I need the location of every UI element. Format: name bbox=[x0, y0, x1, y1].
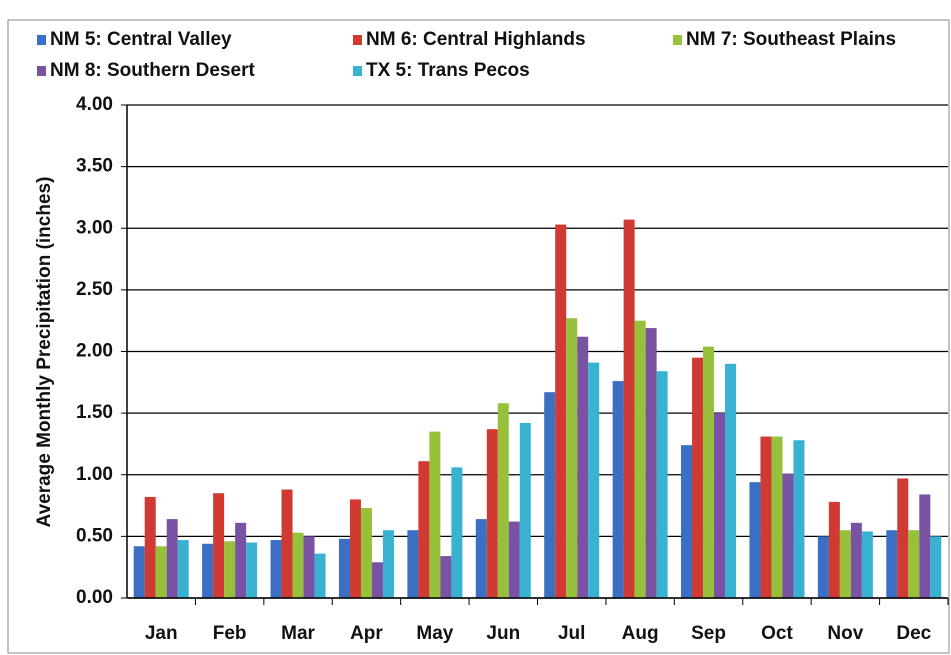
bar bbox=[725, 363, 737, 598]
legend-swatch bbox=[673, 35, 682, 45]
bar bbox=[839, 530, 851, 598]
bar bbox=[681, 445, 693, 598]
bar bbox=[817, 536, 829, 598]
bar bbox=[588, 362, 600, 598]
bar bbox=[897, 478, 909, 598]
legend-label: TX 5: Trans Pecos bbox=[366, 60, 530, 81]
bar bbox=[281, 489, 293, 598]
bar bbox=[475, 519, 487, 598]
y-tick-label: 4.00 bbox=[76, 94, 113, 115]
x-tick-label: Aug bbox=[622, 623, 659, 644]
legend-swatch bbox=[37, 35, 46, 45]
bar bbox=[566, 318, 578, 598]
y-tick-label: 3.00 bbox=[76, 217, 113, 238]
bar bbox=[623, 219, 635, 598]
bar bbox=[828, 501, 840, 598]
bar bbox=[760, 436, 772, 598]
bar bbox=[338, 538, 350, 598]
x-tick-label: Feb bbox=[213, 623, 247, 644]
bar bbox=[224, 541, 236, 598]
legend-swatch bbox=[353, 66, 362, 76]
x-tick-label: Apr bbox=[350, 623, 383, 644]
bar bbox=[314, 553, 326, 598]
bar bbox=[440, 556, 452, 598]
bar bbox=[133, 546, 145, 598]
bar bbox=[703, 346, 715, 598]
bar bbox=[497, 403, 509, 598]
bar bbox=[486, 429, 498, 598]
bar bbox=[656, 371, 668, 598]
bar bbox=[213, 493, 225, 598]
bar bbox=[645, 328, 657, 598]
bar bbox=[349, 499, 361, 598]
y-tick-label: 0.50 bbox=[76, 525, 113, 546]
x-tick-label: Jul bbox=[558, 623, 585, 644]
x-tick-label: Oct bbox=[761, 623, 793, 644]
bar bbox=[886, 530, 898, 598]
bar bbox=[166, 519, 178, 598]
bar bbox=[919, 494, 931, 598]
bar bbox=[544, 392, 556, 598]
bar bbox=[771, 436, 783, 598]
bar bbox=[908, 530, 920, 598]
bar bbox=[246, 542, 258, 598]
bar bbox=[371, 562, 383, 598]
bar bbox=[292, 532, 304, 598]
y-tick-label: 3.50 bbox=[76, 156, 113, 177]
bar bbox=[612, 381, 624, 598]
x-tick-label: Nov bbox=[827, 623, 863, 644]
bar bbox=[418, 461, 430, 598]
x-tick-label: Jun bbox=[486, 623, 520, 644]
bar bbox=[303, 536, 315, 598]
bar bbox=[555, 224, 567, 599]
bar bbox=[634, 320, 646, 598]
y-tick-label: 2.50 bbox=[76, 279, 113, 300]
bar bbox=[202, 543, 214, 598]
x-tick-label: Dec bbox=[896, 623, 931, 644]
y-tick-label: 1.00 bbox=[76, 464, 113, 485]
bar bbox=[508, 521, 520, 598]
legend-swatch bbox=[353, 35, 362, 45]
x-tick-label: May bbox=[416, 623, 453, 644]
bar bbox=[782, 473, 794, 598]
bar bbox=[692, 357, 704, 598]
bar bbox=[429, 431, 441, 598]
y-axis-label: Average Monthly Precipitation (inches) bbox=[34, 177, 55, 528]
x-tick-label: Sep bbox=[691, 623, 726, 644]
bar bbox=[360, 508, 372, 598]
y-tick-label: 2.00 bbox=[76, 341, 113, 362]
x-tick-label: Jan bbox=[145, 623, 178, 644]
legend-label: NM 5: Central Valley bbox=[50, 29, 232, 50]
legend-label: NM 7: Southeast Plains bbox=[686, 29, 896, 50]
legend-swatch bbox=[37, 66, 46, 76]
bar bbox=[861, 531, 873, 598]
bar bbox=[930, 536, 942, 598]
bar bbox=[793, 440, 805, 598]
bar bbox=[155, 546, 167, 598]
legend-label: NM 6: Central Highlands bbox=[366, 29, 586, 50]
bar bbox=[749, 482, 761, 598]
bar bbox=[177, 540, 189, 598]
x-tick-label: Mar bbox=[281, 623, 315, 644]
bar bbox=[519, 422, 531, 598]
bar bbox=[577, 336, 589, 598]
bar bbox=[451, 467, 463, 598]
legend-label: NM 8: Southern Desert bbox=[50, 60, 255, 81]
y-tick-label: 1.50 bbox=[76, 402, 113, 423]
bar bbox=[270, 540, 282, 598]
bar bbox=[144, 496, 156, 598]
bar bbox=[714, 413, 726, 598]
bar bbox=[850, 522, 862, 598]
bar bbox=[382, 530, 394, 598]
chart-frame bbox=[7, 19, 950, 654]
bar bbox=[235, 522, 247, 598]
bar bbox=[407, 530, 419, 598]
y-tick-label: 0.00 bbox=[76, 587, 113, 608]
